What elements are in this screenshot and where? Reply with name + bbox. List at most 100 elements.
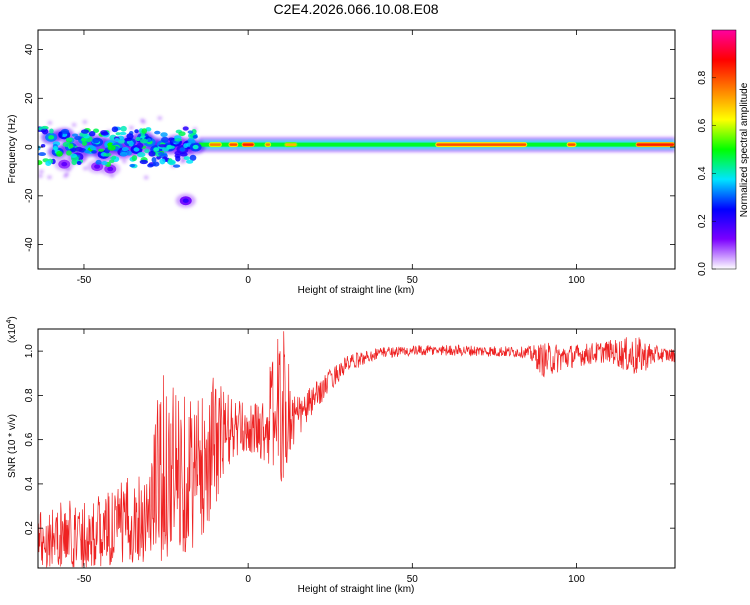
- spectrogram-x-tick-label: 50: [407, 275, 419, 286]
- spectrogram-frame: [37, 29, 676, 270]
- spectral-speckle: [49, 128, 54, 134]
- spectral-haze: [129, 126, 134, 130]
- spectrogram-x-tick-label: -50: [77, 275, 92, 286]
- spectral-speckle: [38, 152, 46, 157]
- spectral-speckle: [80, 129, 90, 134]
- spectrogram-x-tick-label: 0: [245, 275, 251, 286]
- colorbar-label: Normalized spectral amplitude: [739, 82, 750, 217]
- spectral-blob-core: [94, 164, 101, 169]
- spectral-speckle: [167, 159, 176, 166]
- spectral-haze: [122, 159, 127, 163]
- ridge-segment: [242, 143, 254, 146]
- spectral-speckle: [169, 145, 175, 149]
- snr-frame: [37, 328, 676, 569]
- spectral-speckle: [98, 148, 105, 152]
- snr-y-label: SNR (10 * v/v): [7, 414, 18, 478]
- spectral-speckle: [182, 126, 189, 131]
- colorbar-axis: 0.0 0.2 0.4 0.6 0.8: [697, 70, 716, 276]
- spectral-speckle: [156, 155, 161, 160]
- spectral-blob-core: [182, 198, 189, 203]
- spectral-speckle: [183, 156, 190, 161]
- spectral-haze: [82, 120, 87, 124]
- spectral-speckle: [186, 159, 194, 164]
- snr-y-tick-label: 0.4: [24, 477, 35, 491]
- spectral-speckle: [178, 131, 186, 137]
- spectral-speckle: [45, 160, 52, 166]
- spectral-haze: [47, 121, 52, 125]
- spectral-blob-core: [192, 144, 199, 150]
- spectral-speckle: [134, 129, 139, 134]
- ridge-segment: [209, 143, 221, 146]
- spectrogram-data: [38, 116, 675, 208]
- spectrogram-y-tick-label: 0: [24, 144, 35, 150]
- snr-x-tick-label: 100: [568, 574, 585, 585]
- spectral-speckle: [38, 160, 43, 166]
- spectral-speckle: [95, 159, 102, 165]
- snr-y-axis: 0.2 0.4 0.6 0.8 1.0: [24, 344, 675, 535]
- spectrogram-x-tick-label: 100: [568, 275, 585, 286]
- spectral-speckle: [136, 142, 144, 149]
- spectral-speckle: [121, 147, 129, 152]
- snr-y-tick-label: 0.6: [24, 432, 35, 446]
- spectral-speckle: [146, 138, 152, 142]
- spectral-speckle: [115, 132, 121, 136]
- spectral-speckle: [139, 138, 148, 144]
- spectral-speckle: [120, 125, 127, 132]
- colorbar-frame: [711, 29, 737, 270]
- spectral-haze: [157, 116, 162, 120]
- spectral-haze: [38, 174, 43, 178]
- spectral-speckle: [114, 137, 120, 142]
- spectral-speckle: [107, 144, 116, 151]
- spectral-speckle: [56, 150, 63, 157]
- figure-title: C2E4.2026.066.10.08.E08: [273, 1, 438, 17]
- spectral-speckle: [88, 131, 96, 137]
- spectral-speckle: [71, 159, 77, 166]
- spectral-speckle: [92, 138, 100, 144]
- snr-y-tick-label: 0.8: [24, 388, 35, 402]
- ridge-segment: [229, 143, 238, 146]
- spectral-speckle: [175, 155, 181, 162]
- spectral-speckle: [90, 145, 95, 150]
- spectrogram-x-axis: -50 0 50 100: [77, 30, 585, 286]
- spectral-speckle: [159, 158, 166, 165]
- spectrogram-y-axis: -40 -20 0 20 40: [24, 44, 675, 252]
- spectral-speckle: [162, 147, 170, 152]
- spectral-speckle: [144, 148, 150, 154]
- spectral-speckle: [103, 152, 112, 157]
- spectral-speckle: [173, 164, 181, 168]
- spectral-speckle: [91, 150, 97, 154]
- spectral-haze: [75, 141, 80, 145]
- spectral-speckle: [60, 128, 70, 135]
- spectral-blob-core: [107, 166, 114, 172]
- spectral-speckle: [137, 152, 146, 158]
- spectral-haze: [168, 151, 173, 155]
- spectrogram-y-label: Frequency (Hz): [7, 115, 18, 184]
- spectral-haze: [190, 152, 195, 156]
- spectral-speckle: [174, 138, 183, 142]
- spectral-speckle: [74, 146, 84, 152]
- spectral-blob-core: [133, 147, 140, 152]
- colorbar-tick-label: 0.6: [697, 118, 708, 132]
- snr-y-multiplier: (x104): [6, 316, 18, 343]
- spectral-haze: [47, 175, 52, 179]
- spectral-speckle: [189, 154, 197, 161]
- spectral-haze: [109, 174, 114, 178]
- spectral-blob-core: [153, 147, 160, 152]
- spectral-speckle: [192, 134, 198, 139]
- spectral-speckle: [110, 156, 115, 160]
- spectral-speckle: [84, 149, 91, 154]
- spectrogram-y-tick-label: 40: [24, 44, 35, 56]
- spectral-speckle: [40, 143, 46, 148]
- spectral-speckle: [71, 133, 79, 137]
- spectral-speckle: [76, 160, 82, 166]
- spectral-speckle: [108, 159, 115, 164]
- spectrogram-y-tick-label: -20: [24, 188, 35, 203]
- spectral-speckle: [53, 145, 58, 151]
- spectral-blob-core: [179, 147, 186, 152]
- spectral-speckle: [119, 131, 127, 136]
- spectral-haze: [55, 129, 60, 133]
- spectral-speckle: [93, 128, 100, 133]
- spectral-haze: [72, 123, 77, 127]
